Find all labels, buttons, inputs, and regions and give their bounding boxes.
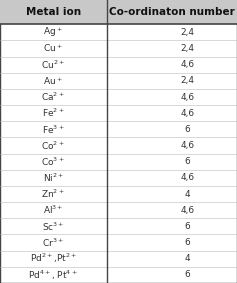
- Text: 4,6: 4,6: [180, 173, 195, 182]
- Text: Cu$^{2+}$: Cu$^{2+}$: [41, 59, 65, 71]
- Text: Au$^+$: Au$^+$: [43, 75, 63, 87]
- Text: Co$^{2+}$: Co$^{2+}$: [41, 139, 65, 152]
- Text: 4: 4: [185, 254, 190, 263]
- Text: Cu$^+$: Cu$^+$: [43, 43, 63, 54]
- Text: 6: 6: [185, 157, 190, 166]
- Text: Ni$^{2+}$: Ni$^{2+}$: [43, 172, 64, 184]
- Text: Cr$^{3+}$: Cr$^{3+}$: [42, 236, 64, 249]
- Text: 4,6: 4,6: [180, 141, 195, 150]
- Text: 2,4: 2,4: [180, 28, 195, 37]
- Text: Co$^{3+}$: Co$^{3+}$: [41, 156, 65, 168]
- Text: 6: 6: [185, 271, 190, 279]
- Text: 2,4: 2,4: [180, 76, 195, 85]
- Text: 4,6: 4,6: [180, 206, 195, 215]
- Text: 4,6: 4,6: [180, 109, 195, 118]
- Bar: [0, 0, 237, 24]
- Text: Sc$^{3+}$: Sc$^{3+}$: [42, 220, 65, 233]
- Text: Al$^{3+}$: Al$^{3+}$: [43, 204, 64, 216]
- Text: Metal ion: Metal ion: [26, 7, 81, 17]
- Text: Fe$^{2+}$: Fe$^{2+}$: [42, 107, 65, 119]
- Text: Fe$^{3+}$: Fe$^{3+}$: [42, 123, 65, 136]
- Text: 4,6: 4,6: [180, 60, 195, 69]
- Text: 6: 6: [185, 238, 190, 247]
- Text: Pd$^{2+}$,Pt$^{2+}$: Pd$^{2+}$,Pt$^{2+}$: [30, 252, 77, 265]
- Text: Zn$^{2+}$: Zn$^{2+}$: [41, 188, 65, 200]
- Text: 2,4: 2,4: [180, 44, 195, 53]
- Text: 4: 4: [185, 190, 190, 199]
- Text: Ca$^{2+}$: Ca$^{2+}$: [41, 91, 65, 103]
- Text: Pd$^{4+}$, Pt$^{4+}$: Pd$^{4+}$, Pt$^{4+}$: [28, 268, 78, 282]
- Text: Co-ordinaton number: Co-ordinaton number: [109, 7, 235, 17]
- Text: 4,6: 4,6: [180, 93, 195, 102]
- Text: Ag$^+$: Ag$^+$: [43, 25, 63, 39]
- Text: 6: 6: [185, 222, 190, 231]
- Text: 6: 6: [185, 125, 190, 134]
